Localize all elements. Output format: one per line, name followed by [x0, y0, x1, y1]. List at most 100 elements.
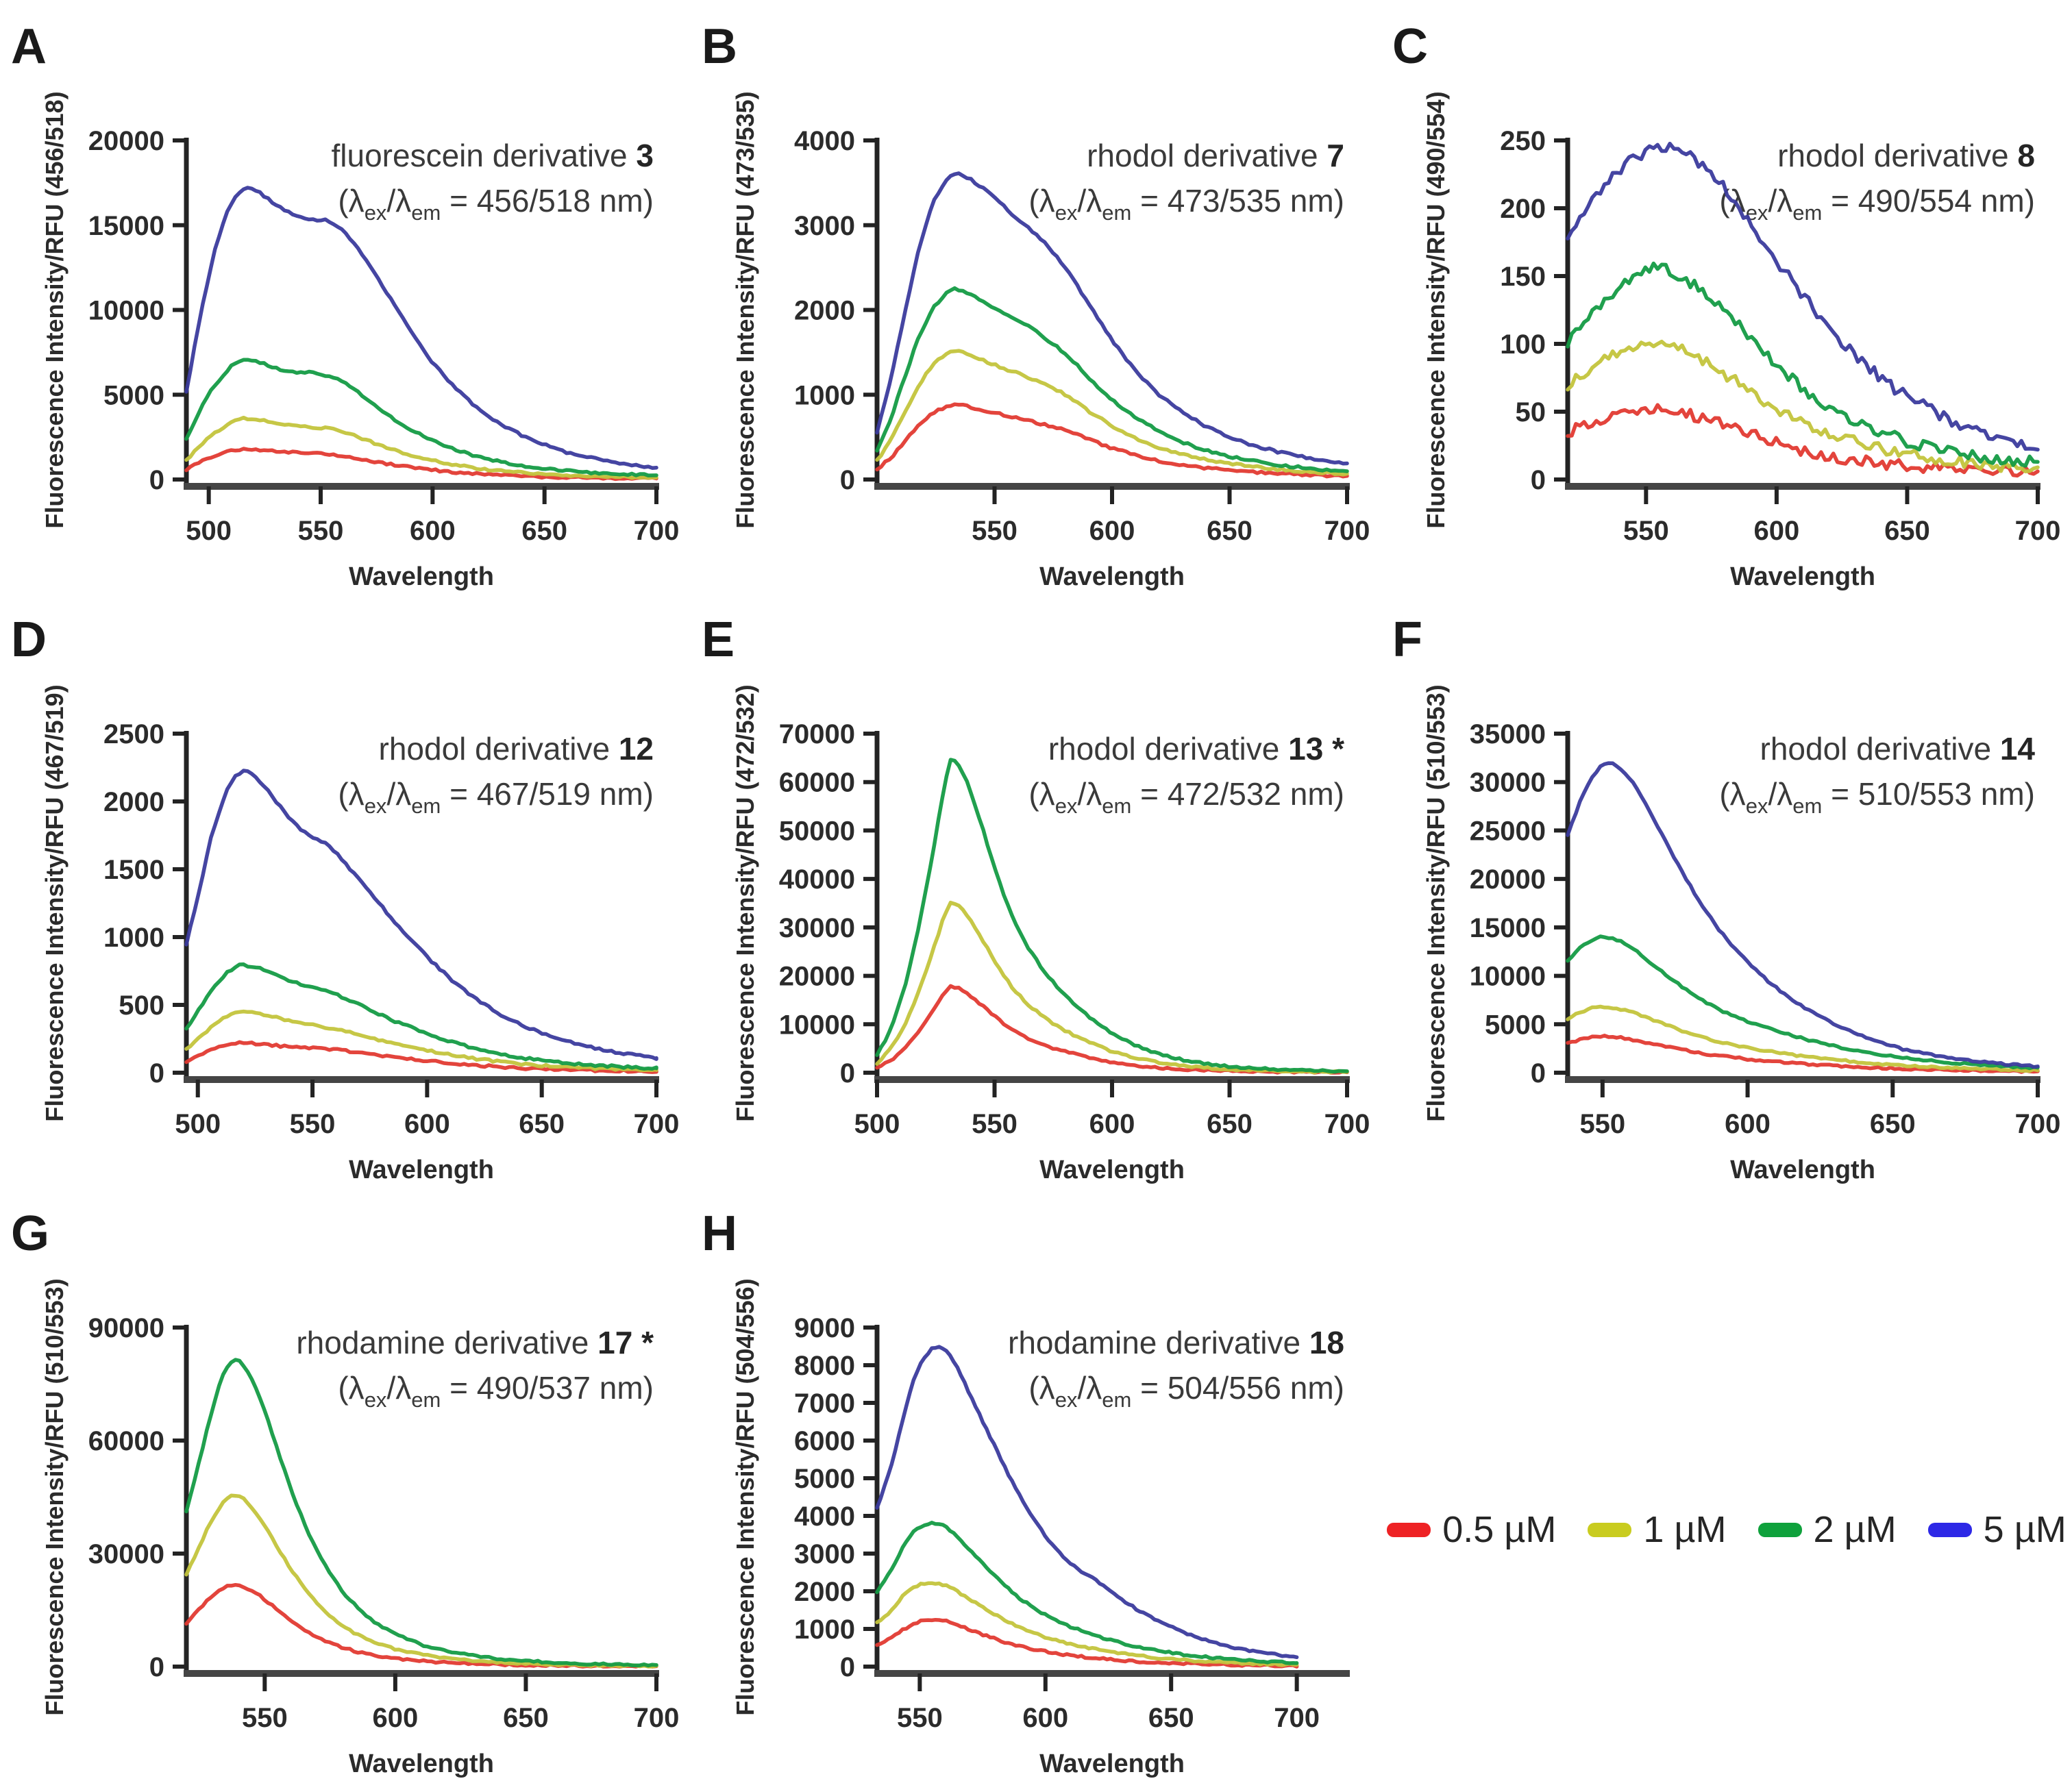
- y-tick-label: 0: [1531, 1058, 1546, 1088]
- y-tick-label: 0: [149, 1652, 164, 1682]
- y-tick-label: 3000: [794, 1539, 855, 1569]
- y-tick-label: 25000: [1470, 816, 1546, 846]
- panel-title: rhodamine derivative 17 *: [296, 1325, 654, 1360]
- curve-H-5 µM: [875, 1345, 1299, 1660]
- x-tick-label: 700: [634, 1703, 680, 1733]
- chart-svg-A: A 0 5000 10000 15000 20000 500 550 600 650 700 Wave…: [11, 19, 680, 591]
- x-tick-label: 600: [1089, 516, 1135, 546]
- x-tick-label: 650: [503, 1703, 549, 1733]
- x-tick-label: 700: [634, 516, 680, 546]
- panel-letter-A: A: [11, 19, 47, 74]
- x-tick-label: 700: [1274, 1703, 1320, 1733]
- chart-svg-D: D 0 500 1000 1500 2000 2500 500 550 600 650 700 Wave…: [11, 612, 680, 1184]
- y-tick-label: 7000: [794, 1388, 855, 1419]
- curve-C-2 µM: [1566, 261, 2040, 468]
- y-tick-label: 50000: [779, 816, 855, 846]
- y-tick-label: 0: [149, 465, 164, 495]
- x-tick-label: 500: [175, 1109, 221, 1139]
- panel-a-fluorescein-derivative-3: A 0 5000 10000 15000 20000 500 550 600 650 700 Wave…: [0, 0, 691, 593]
- x-axis-label: Wavelength: [1039, 1749, 1185, 1778]
- curve-A-1 µM: [184, 415, 658, 480]
- y-tick-label: 30000: [88, 1539, 164, 1569]
- chart-svg-B: B 0 1000 2000 3000 4000 550 600 650 700 Wavelength…: [702, 19, 1370, 591]
- y-axis-label: Fluorescence Intensity/RFU (473/535): [731, 91, 759, 528]
- curve-B-0.5 µM: [875, 402, 1349, 479]
- x-axis-label: Wavelength: [1730, 1156, 1875, 1184]
- y-tick-label: 20000: [88, 126, 164, 156]
- y-tick-label: 40000: [779, 864, 855, 895]
- x-tick-label: 550: [290, 1109, 336, 1139]
- y-tick-label: 60000: [88, 1426, 164, 1456]
- curve-G-1 µM: [184, 1493, 658, 1669]
- curve-A-0.5 µM: [184, 447, 658, 482]
- chart-svg-C: C 0 50 100 150 200 250 550 600 650 700 Wavelength Fl…: [1392, 19, 2061, 591]
- x-tick-label: 700: [634, 1109, 680, 1139]
- panel-title: rhodol derivative 12: [379, 731, 654, 767]
- y-tick-label: 20000: [1470, 864, 1546, 895]
- x-tick-label: 550: [972, 1109, 1018, 1139]
- x-tick-label: 650: [1148, 1703, 1194, 1733]
- x-axis-label: Wavelength: [1730, 562, 1875, 591]
- y-tick-label: 90000: [88, 1313, 164, 1343]
- panel-f-rhodol-derivative-14: F 0 5000 10000 15000 20000 25000 30000 35000 550 6…: [1381, 593, 2072, 1186]
- panel-letter-G: G: [11, 1206, 49, 1261]
- x-tick-label: 650: [1884, 516, 1930, 546]
- x-tick-label: 550: [972, 516, 1018, 546]
- panel-letter-E: E: [702, 612, 735, 667]
- y-tick-label: 10000: [779, 1010, 855, 1040]
- x-tick-label: 600: [1089, 1109, 1135, 1139]
- y-tick-label: 15000: [88, 211, 164, 241]
- legend-label: 5 µM: [1983, 1509, 2067, 1550]
- y-tick-label: 5000: [103, 380, 164, 410]
- panel-lambda: (λex/λem = 510/553 nm): [1719, 776, 2035, 818]
- y-tick-label: 1500: [103, 855, 164, 885]
- y-tick-label: 1000: [794, 1615, 855, 1645]
- y-tick-label: 10000: [1470, 962, 1546, 992]
- x-tick-label: 650: [1207, 516, 1253, 546]
- curve-C-5 µM: [1566, 141, 2040, 452]
- x-tick-label: 650: [1207, 1109, 1253, 1139]
- y-tick-label: 0: [840, 1652, 855, 1682]
- x-tick-label: 600: [410, 516, 456, 546]
- panel-lambda: (λex/λem = 473/535 nm): [1028, 183, 1344, 225]
- curve-C-0.5 µM: [1566, 403, 2040, 478]
- legend-swatch-c05: [1387, 1522, 1431, 1537]
- x-tick-label: 700: [2015, 516, 2061, 546]
- y-axis-label: Fluorescence Intensity/RFU (510/553): [40, 1278, 69, 1715]
- y-tick-label: 500: [119, 991, 164, 1021]
- y-tick-label: 0: [1531, 465, 1546, 495]
- y-tick-label: 2000: [794, 1577, 855, 1607]
- panel-letter-F: F: [1392, 612, 1422, 667]
- y-axis-label: Fluorescence Intensity/RFU (504/556): [731, 1278, 759, 1715]
- y-tick-label: 1000: [794, 380, 855, 410]
- y-tick-label: 1000: [103, 923, 164, 953]
- panel-title: fluorescein derivative 3: [332, 138, 654, 173]
- y-tick-label: 2000: [103, 787, 164, 817]
- y-tick-label: 70000: [779, 719, 855, 749]
- x-tick-label: 700: [1324, 516, 1370, 546]
- panel-b-rhodol-derivative-7: B 0 1000 2000 3000 4000 550 600 650 700 Wavelength…: [691, 0, 1381, 593]
- y-axis-label: Fluorescence Intensity/RFU (467/519): [40, 684, 69, 1121]
- y-tick-label: 2000: [794, 296, 855, 326]
- curve-B-2 µM: [875, 286, 1349, 473]
- y-tick-label: 100: [1500, 329, 1546, 360]
- chart-svg-F: F 0 5000 10000 15000 20000 25000 30000 35000 550 6…: [1392, 612, 2060, 1184]
- x-tick-label: 600: [404, 1109, 450, 1139]
- y-tick-label: 15000: [1470, 913, 1546, 943]
- panel-lambda: (λex/λem = 456/518 nm): [338, 183, 654, 225]
- y-axis-label: Fluorescence Intensity/RFU (456/518): [40, 91, 69, 528]
- legend-item-0.5-µM: 0.5 µM: [1387, 1508, 1556, 1551]
- panel-title: rhodol derivative 8: [1777, 138, 2035, 173]
- x-axis-label: Wavelength: [349, 1749, 494, 1778]
- y-tick-label: 30000: [779, 913, 855, 943]
- y-tick-label: 8000: [794, 1351, 855, 1381]
- x-tick-label: 650: [521, 516, 567, 546]
- curve-F-2 µM: [1566, 934, 2040, 1071]
- curve-E-2 µM: [875, 758, 1349, 1074]
- y-tick-label: 0: [840, 1058, 855, 1088]
- x-axis-label: Wavelength: [349, 562, 494, 591]
- y-axis-label: Fluorescence Intensity/RFU (510/553): [1422, 684, 1450, 1121]
- y-tick-label: 250: [1500, 126, 1546, 156]
- x-tick-label: 600: [373, 1703, 419, 1733]
- x-tick-label: 500: [186, 516, 232, 546]
